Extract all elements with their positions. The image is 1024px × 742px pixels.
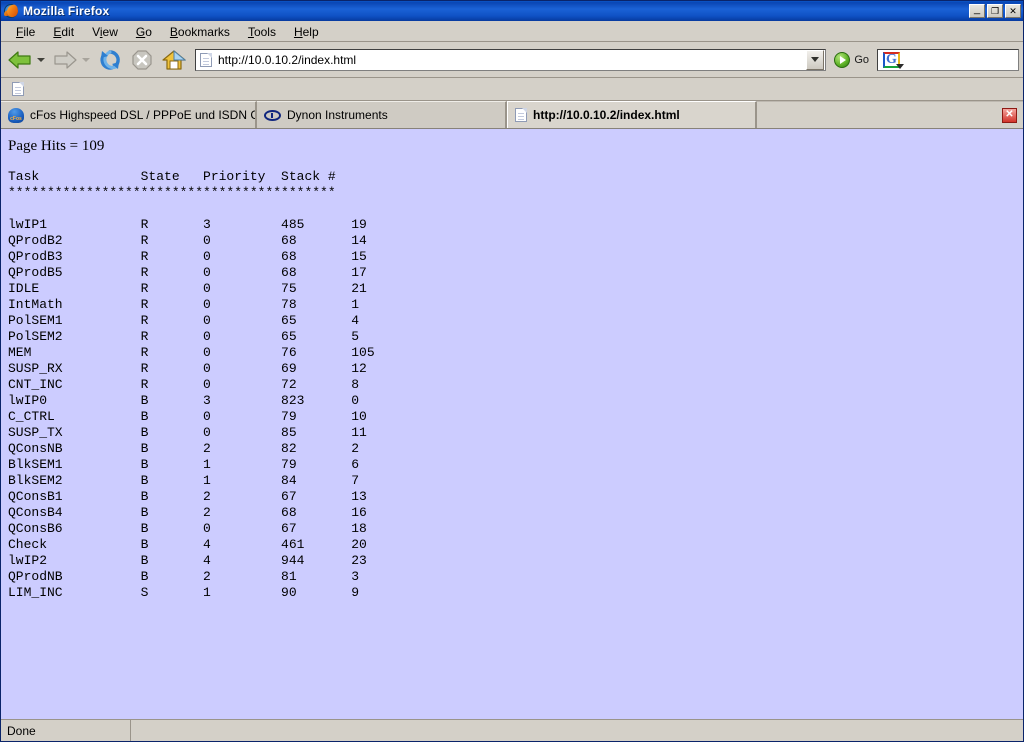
menu-item-go[interactable]: Go <box>135 24 152 39</box>
page-content: Page Hits = 109 Task State Priority Stac… <box>1 129 1023 719</box>
address-bar-value: http://10.0.10.2/index.html <box>218 52 357 67</box>
cfos-icon <box>8 107 24 123</box>
window-controls: _ ❐ ✕ <box>969 4 1022 18</box>
menu-item-bookmarks[interactable]: Bookmarks <box>169 24 230 39</box>
restore-button[interactable]: ❐ <box>987 4 1003 18</box>
tab-bar: cFos Highspeed DSL / PPPoE und ISDN CAP.… <box>1 101 1023 129</box>
bookmarks-toolbar <box>1 78 1023 101</box>
minimize-button[interactable]: _ <box>969 4 985 18</box>
page-icon <box>200 52 212 67</box>
back-button[interactable] <box>5 45 35 75</box>
close-icon: ✕ <box>1009 5 1017 16</box>
home-button[interactable] <box>159 45 189 75</box>
tab-label: http://10.0.10.2/index.html <box>533 108 680 122</box>
menu-bar: File Edit View Go Bookmarks Tools Help <box>1 21 1023 42</box>
back-arrow-icon <box>8 50 31 69</box>
menu-item-file[interactable]: File <box>16 24 36 39</box>
forward-button[interactable] <box>50 45 80 75</box>
menu-item-tools[interactable]: Tools <box>247 24 276 39</box>
dynon-icon <box>264 109 281 121</box>
title-bar: Mozilla Firefox _ ❐ ✕ <box>1 1 1023 21</box>
page-icon <box>515 108 527 122</box>
tab-index-html[interactable]: http://10.0.10.2/index.html <box>507 101 757 128</box>
search-input[interactable] <box>903 51 1018 68</box>
firefox-logo-icon <box>3 3 20 19</box>
tab-label: cFos Highspeed DSL / PPPoE und ISDN CAP.… <box>30 108 255 122</box>
task-table: Task State Priority Stack # ************… <box>8 169 1023 601</box>
menu-label-bookmarks: ookmarks <box>177 24 230 39</box>
address-bar-dropdown-button[interactable] <box>806 49 825 70</box>
home-icon <box>162 49 186 70</box>
stop-button[interactable] <box>127 45 157 75</box>
menu-label-tools: ools <box>253 24 276 39</box>
search-box[interactable]: G <box>877 48 1019 71</box>
forward-arrow-icon <box>54 50 77 69</box>
menu-item-help[interactable]: Help <box>293 24 319 39</box>
status-text: Done <box>1 720 131 741</box>
reload-icon <box>100 49 120 70</box>
menu-label-edit: dit <box>61 24 75 39</box>
menu-item-edit[interactable]: Edit <box>53 24 75 39</box>
google-g-icon: G <box>883 51 904 69</box>
stop-icon <box>132 49 152 70</box>
menu-label-file: ile <box>23 24 36 39</box>
close-tab-button[interactable]: ✕ <box>1002 107 1017 123</box>
menu-label-go: o <box>145 24 152 39</box>
menu-label-view: ew <box>102 24 118 39</box>
go-button-label: Go <box>854 53 869 66</box>
navigation-toolbar: http://10.0.10.2/index.html Go G <box>1 42 1023 78</box>
window-title: Mozilla Firefox <box>23 4 110 18</box>
forward-history-caret-icon[interactable] <box>82 57 90 62</box>
tab-cfos[interactable]: cFos Highspeed DSL / PPPoE und ISDN CAP.… <box>1 101 257 128</box>
go-arrow-icon <box>834 51 851 68</box>
tab-dynon[interactable]: Dynon Instruments <box>257 101 507 128</box>
address-bar[interactable]: http://10.0.10.2/index.html <box>195 48 827 71</box>
task-table-text: Task State Priority Stack # ************… <box>8 169 375 600</box>
close-icon: ✕ <box>1005 109 1014 120</box>
chevron-down-icon <box>811 57 820 62</box>
bookmark-item[interactable] <box>7 81 35 97</box>
go-button[interactable]: Go <box>830 51 875 68</box>
reload-button[interactable] <box>95 45 125 75</box>
tab-bar-filler: ✕ <box>757 101 1023 128</box>
menu-item-view[interactable]: View <box>92 24 118 39</box>
minimize-icon: _ <box>973 3 981 15</box>
status-bar: Done <box>1 719 1023 741</box>
page-hits-line: Page Hits = 109 <box>8 138 105 154</box>
tab-label: Dynon Instruments <box>287 108 388 122</box>
restore-icon: ❐ <box>990 5 1000 16</box>
menu-label-help: elp <box>302 24 319 39</box>
close-button[interactable]: ✕ <box>1005 4 1021 18</box>
page-icon <box>12 82 24 96</box>
back-history-caret-icon[interactable] <box>37 57 45 62</box>
